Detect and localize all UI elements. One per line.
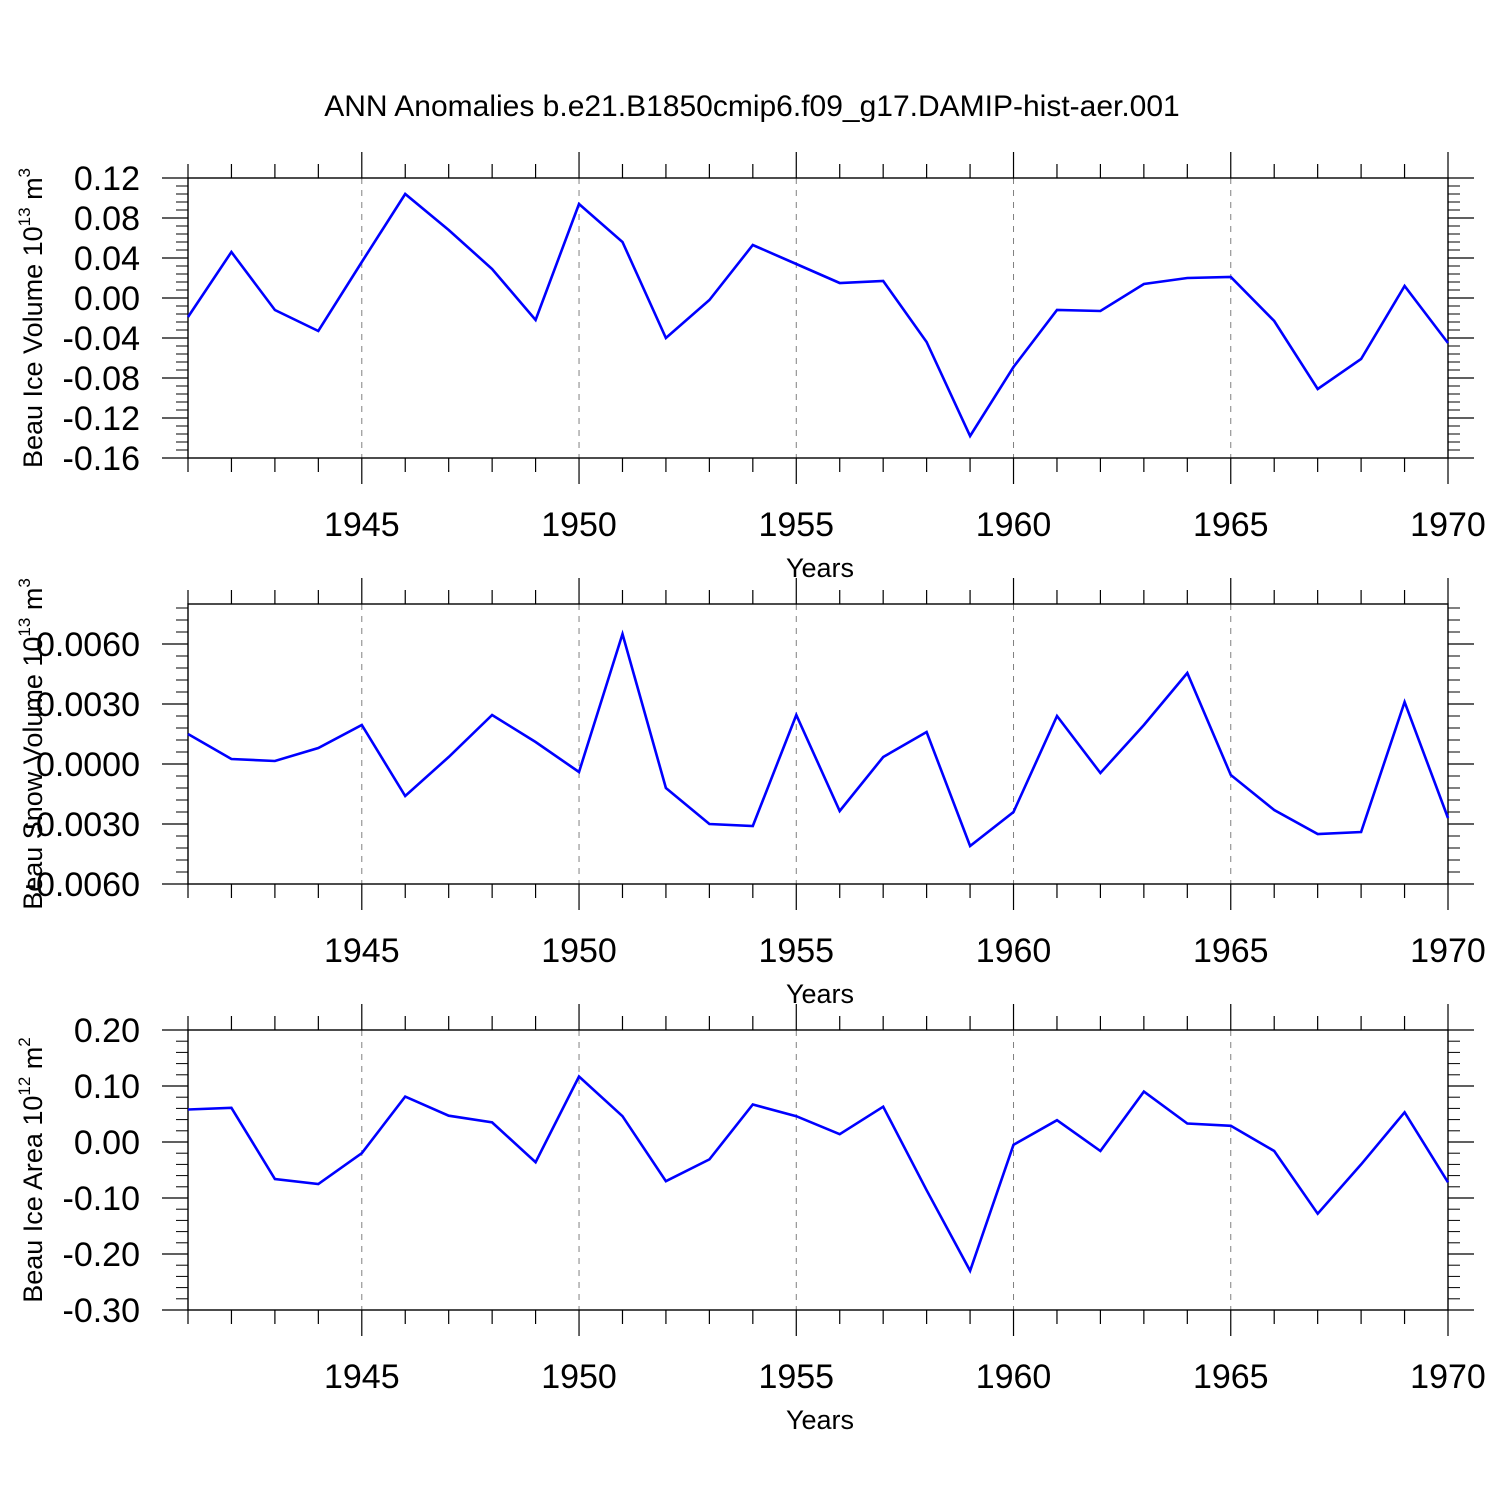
series-line [187,1074,1450,1275]
x-tick-label: 1965 [1193,932,1269,970]
panels: -0.16-0.12-0.08-0.040.000.040.080.121945… [15,152,1486,1435]
y-axis-label-main: Beau Ice Volume 10 [18,226,48,468]
y-axis-label-unit: m [18,177,48,207]
y-tick-label: 0.00 [74,1124,140,1162]
plot-frame [187,177,1449,459]
y-tick-label: 0.10 [74,1068,140,1106]
chart-title: ANN Anomalies b.e21.B1850cmip6.f09_g17.D… [324,90,1179,123]
x-axis-label: Years [786,1405,854,1435]
chart-panel-2: -0.0060 -0.0030 0.0000 0.0030 0.0060 1945 1950… [15,578,1486,1009]
x-tick-label: 1970 [1410,932,1486,970]
y-axis-label-exponent: 13 [15,207,34,226]
y-tick-label: -0.16 [63,440,141,478]
y-tick-label: 0.0000 [36,746,140,784]
x-tick-label: 1945 [324,932,400,970]
chart-panel-3: -0.30 -0.20 -0.10 0.00 0.10 0.20 1945 1950 1955 1… [15,1004,1486,1435]
plot-frame [187,603,1449,885]
y-axis-label-exponent: 13 [15,618,34,637]
y-tick-label: 0.04 [74,240,140,278]
y-axis-label-unit: m [18,588,48,618]
y-tick-label: 0.0030 [36,686,140,724]
plot-frame [187,1029,1449,1311]
y-tick-label: 0.20 [74,1012,140,1050]
y-tick-label: -0.08 [63,360,141,398]
y-axis-label-unit-exponent: 3 [15,168,34,177]
x-tick-label: 1950 [541,1358,617,1396]
x-axis-label: Years [786,553,854,583]
x-axis-label: Years [786,979,854,1009]
series-line [186,192,1450,439]
series-line [187,629,1450,849]
x-tick-label: 1955 [758,932,834,970]
x-tick-label: 1960 [976,1358,1052,1396]
x-tick-label: 1955 [758,1358,834,1396]
y-tick-label: 0.08 [74,200,140,238]
y-tick-label: -0.30 [63,1292,141,1330]
x-tick-label: 1955 [758,506,834,544]
y-axis-label-unit: m [18,1047,48,1077]
y-tick-label: 0.0060 [36,626,140,664]
y-axis-label-unit-exponent: 2 [15,1037,34,1046]
y-tick-label: -0.0030 [25,806,140,844]
y-axis-label: Beau Snow Volume 1013 m3 [15,578,48,910]
x-tick-label: 1945 [324,506,400,544]
x-tick-label: 1970 [1410,506,1486,544]
y-tick-label: 0.00 [74,280,140,318]
x-tick-label: 1945 [324,1358,400,1396]
y-tick-label: -0.0060 [25,866,140,904]
x-tick-label: 1950 [541,506,617,544]
y-tick-label: -0.12 [63,400,141,438]
y-tick-label: -0.20 [63,1236,141,1274]
y-axis-label-main: Beau Snow Volume 10 [18,637,48,910]
chart-panel-1: -0.16-0.12-0.08-0.040.000.040.080.12 1945… [15,152,1486,583]
y-tick-label: -0.04 [63,320,141,358]
y-axis-label: Beau Ice Area 1012 m2 [15,1037,48,1303]
y-axis-label-unit-exponent: 3 [15,578,34,587]
y-tick-label: -0.10 [63,1180,141,1218]
y-tick-label: 0.12 [74,160,140,198]
x-tick-label: 1965 [1193,1358,1269,1396]
x-tick-label: 1960 [976,932,1052,970]
x-tick-label: 1960 [976,506,1052,544]
y-axis-label-exponent: 12 [15,1077,34,1096]
y-axis-label-main: Beau Ice Area 10 [18,1096,48,1303]
x-tick-label: 1970 [1410,1358,1486,1396]
y-axis-label: Beau Ice Volume 1013 m3 [15,168,48,468]
x-tick-label: 1950 [541,932,617,970]
x-tick-label: 1965 [1193,506,1269,544]
